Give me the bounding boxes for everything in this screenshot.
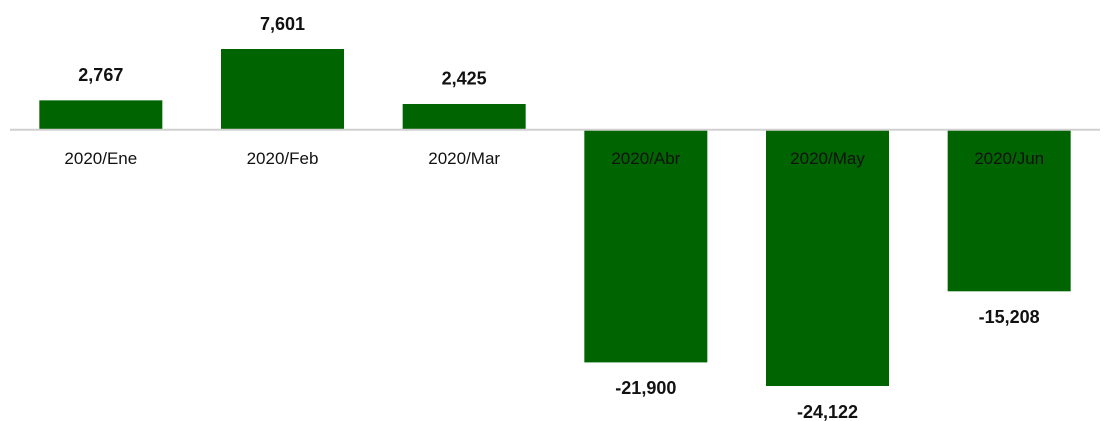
x-tick-label: 2020/Jun xyxy=(974,149,1044,168)
bar xyxy=(39,100,163,130)
x-tick-label: 2020/May xyxy=(790,149,865,168)
value-label: -21,900 xyxy=(615,378,676,398)
x-tick-label: 2020/Abr xyxy=(611,149,680,168)
value-label: 2,425 xyxy=(442,69,487,89)
x-tick-label: 2020/Mar xyxy=(428,149,500,168)
value-label: -24,122 xyxy=(797,402,858,421)
value-label: 2,767 xyxy=(78,65,123,85)
x-tick-label: 2020/Ene xyxy=(64,149,137,168)
value-label: -15,208 xyxy=(979,307,1040,327)
x-tick-label: 2020/Feb xyxy=(247,149,319,168)
bar xyxy=(584,129,708,363)
bar xyxy=(221,49,344,130)
value-label: 7,601 xyxy=(260,14,305,34)
bar xyxy=(402,103,526,130)
bar xyxy=(947,129,1071,292)
bar xyxy=(766,129,889,386)
